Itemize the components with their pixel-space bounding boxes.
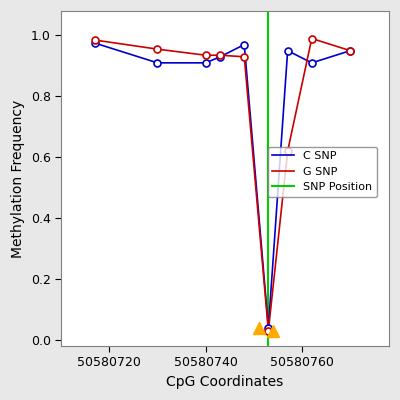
X-axis label: CpG Coordinates: CpG Coordinates (166, 375, 284, 389)
Y-axis label: Methylation Frequency: Methylation Frequency (11, 99, 25, 258)
Legend: C SNP, G SNP, SNP Position: C SNP, G SNP, SNP Position (268, 147, 377, 197)
